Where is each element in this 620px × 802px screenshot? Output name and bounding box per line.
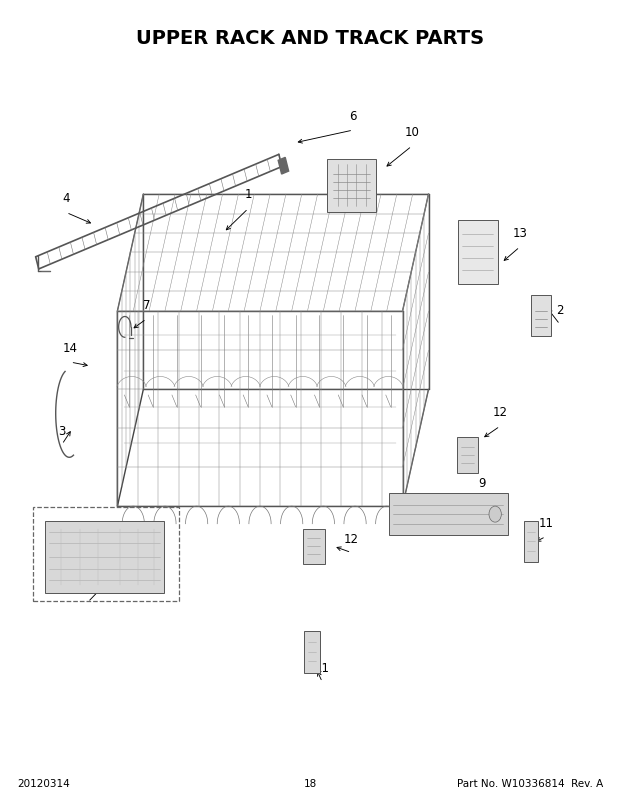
Text: UPPER RACK AND TRACK PARTS: UPPER RACK AND TRACK PARTS: [136, 29, 484, 47]
Text: 9: 9: [478, 476, 485, 489]
Text: 20120314: 20120314: [17, 778, 69, 788]
Bar: [278, 158, 289, 175]
FancyBboxPatch shape: [458, 221, 498, 285]
FancyBboxPatch shape: [531, 295, 551, 337]
Text: 18: 18: [303, 778, 317, 788]
Text: 6: 6: [350, 110, 357, 123]
FancyBboxPatch shape: [303, 529, 325, 564]
FancyBboxPatch shape: [389, 494, 508, 535]
Text: 1: 1: [244, 188, 252, 201]
Circle shape: [489, 507, 502, 522]
Text: 10: 10: [404, 126, 419, 139]
Text: Part No. W10336814  Rev. A: Part No. W10336814 Rev. A: [457, 778, 603, 788]
Text: 5: 5: [84, 581, 92, 594]
Text: 13: 13: [512, 227, 527, 240]
Text: 11: 11: [538, 516, 553, 529]
FancyBboxPatch shape: [304, 631, 320, 673]
Text: 7: 7: [143, 298, 150, 311]
Text: 12: 12: [344, 532, 359, 545]
FancyBboxPatch shape: [457, 438, 478, 473]
Text: 3: 3: [58, 424, 66, 437]
FancyBboxPatch shape: [45, 521, 164, 593]
Text: 2: 2: [556, 304, 564, 317]
Text: 12: 12: [493, 406, 508, 419]
Text: 11: 11: [315, 662, 330, 674]
Text: 14: 14: [63, 342, 78, 354]
FancyBboxPatch shape: [523, 520, 538, 562]
FancyBboxPatch shape: [327, 160, 376, 213]
Text: 4: 4: [63, 192, 70, 205]
